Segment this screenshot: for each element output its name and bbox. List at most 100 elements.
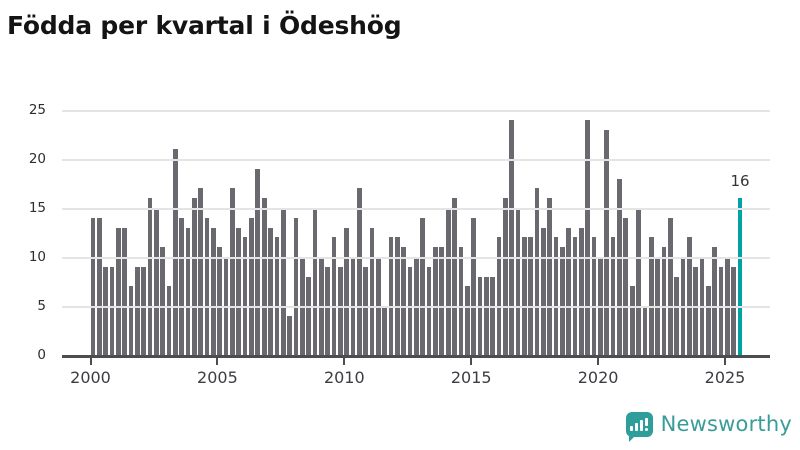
x-tick-label: 2000 bbox=[70, 368, 111, 387]
bar bbox=[331, 237, 337, 355]
bar bbox=[566, 227, 572, 355]
bar bbox=[211, 227, 216, 355]
bar bbox=[502, 198, 508, 355]
bar bbox=[579, 227, 584, 355]
bar bbox=[648, 237, 654, 355]
bar bbox=[236, 227, 242, 355]
bar bbox=[141, 266, 146, 355]
bar bbox=[426, 266, 432, 355]
bar bbox=[458, 247, 464, 355]
bar bbox=[686, 237, 692, 355]
x-tick-label: 2005 bbox=[197, 368, 238, 387]
bar bbox=[471, 217, 476, 355]
bar bbox=[306, 276, 311, 355]
bar bbox=[661, 247, 667, 355]
bar bbox=[483, 276, 489, 355]
bar bbox=[312, 208, 318, 355]
newsworthy-chart-bubble-icon bbox=[625, 411, 653, 442]
chart-title: Födda per kvartal i Ödeshög bbox=[7, 11, 402, 40]
bar bbox=[249, 217, 254, 355]
bar bbox=[610, 237, 616, 355]
bar bbox=[90, 217, 96, 355]
bar bbox=[667, 217, 673, 355]
bar bbox=[337, 266, 343, 355]
logo-bar-large bbox=[640, 419, 644, 431]
bar bbox=[109, 266, 115, 355]
highlight-value-label: 16 bbox=[730, 172, 750, 191]
logo-bar-medium bbox=[635, 422, 639, 431]
bar bbox=[122, 227, 127, 355]
x-tick-label: 2010 bbox=[323, 368, 365, 387]
bar bbox=[293, 217, 299, 355]
x-axis-line bbox=[62, 355, 770, 358]
x-tick-label: 2025 bbox=[704, 368, 746, 387]
bar bbox=[356, 188, 362, 355]
bar bbox=[591, 237, 597, 355]
bar bbox=[255, 168, 261, 355]
y-tick-label: 20 bbox=[28, 151, 46, 167]
y-tick-label: 10 bbox=[28, 249, 46, 265]
x-tick-mark bbox=[216, 357, 219, 365]
bar bbox=[242, 237, 248, 355]
y-gridline bbox=[62, 257, 770, 259]
bar bbox=[617, 178, 622, 355]
bar bbox=[268, 227, 273, 355]
bar bbox=[166, 286, 172, 355]
bar bbox=[325, 266, 330, 355]
y-tick-label: 25 bbox=[28, 102, 46, 118]
y-gridline bbox=[62, 159, 770, 161]
bar bbox=[547, 198, 553, 355]
bar bbox=[274, 237, 280, 355]
y-tick-label: 5 bbox=[37, 298, 46, 314]
bar bbox=[528, 237, 533, 355]
bar bbox=[96, 217, 102, 355]
x-tick-label: 2015 bbox=[450, 368, 492, 387]
y-gridline bbox=[62, 306, 770, 308]
x-tick-mark bbox=[470, 357, 473, 365]
bar bbox=[153, 208, 159, 355]
bar bbox=[693, 266, 698, 355]
bar bbox=[128, 286, 134, 355]
bar bbox=[439, 247, 445, 355]
bar bbox=[452, 198, 457, 355]
bar bbox=[160, 247, 165, 355]
bar bbox=[534, 188, 540, 355]
bar bbox=[572, 237, 578, 355]
bar bbox=[718, 266, 724, 355]
bar bbox=[147, 198, 153, 355]
bar bbox=[185, 227, 191, 355]
bar bbox=[636, 208, 641, 355]
bar bbox=[287, 315, 292, 355]
bar bbox=[560, 247, 565, 355]
bar bbox=[179, 217, 185, 355]
bar bbox=[280, 208, 286, 355]
x-tick-label: 2020 bbox=[577, 368, 619, 387]
bar bbox=[192, 198, 197, 355]
bar bbox=[515, 208, 521, 355]
bar bbox=[490, 276, 495, 355]
bar bbox=[553, 237, 559, 355]
bar bbox=[363, 266, 369, 355]
bar bbox=[585, 119, 591, 355]
bar bbox=[540, 227, 546, 355]
x-tick-mark bbox=[343, 357, 346, 365]
bar bbox=[344, 227, 349, 355]
y-gridline bbox=[62, 208, 770, 210]
bar bbox=[509, 119, 514, 355]
bar bbox=[420, 217, 426, 355]
bar bbox=[388, 237, 394, 355]
bar bbox=[705, 286, 711, 355]
logo-bar-small bbox=[630, 425, 634, 431]
bar bbox=[172, 149, 178, 355]
bar bbox=[198, 188, 204, 355]
bar bbox=[629, 286, 635, 355]
bar bbox=[731, 266, 737, 355]
bar bbox=[217, 247, 223, 355]
bar bbox=[261, 198, 267, 355]
bar bbox=[521, 237, 527, 355]
bar bbox=[623, 217, 629, 355]
x-tick-mark bbox=[597, 357, 600, 365]
bar bbox=[103, 266, 108, 355]
